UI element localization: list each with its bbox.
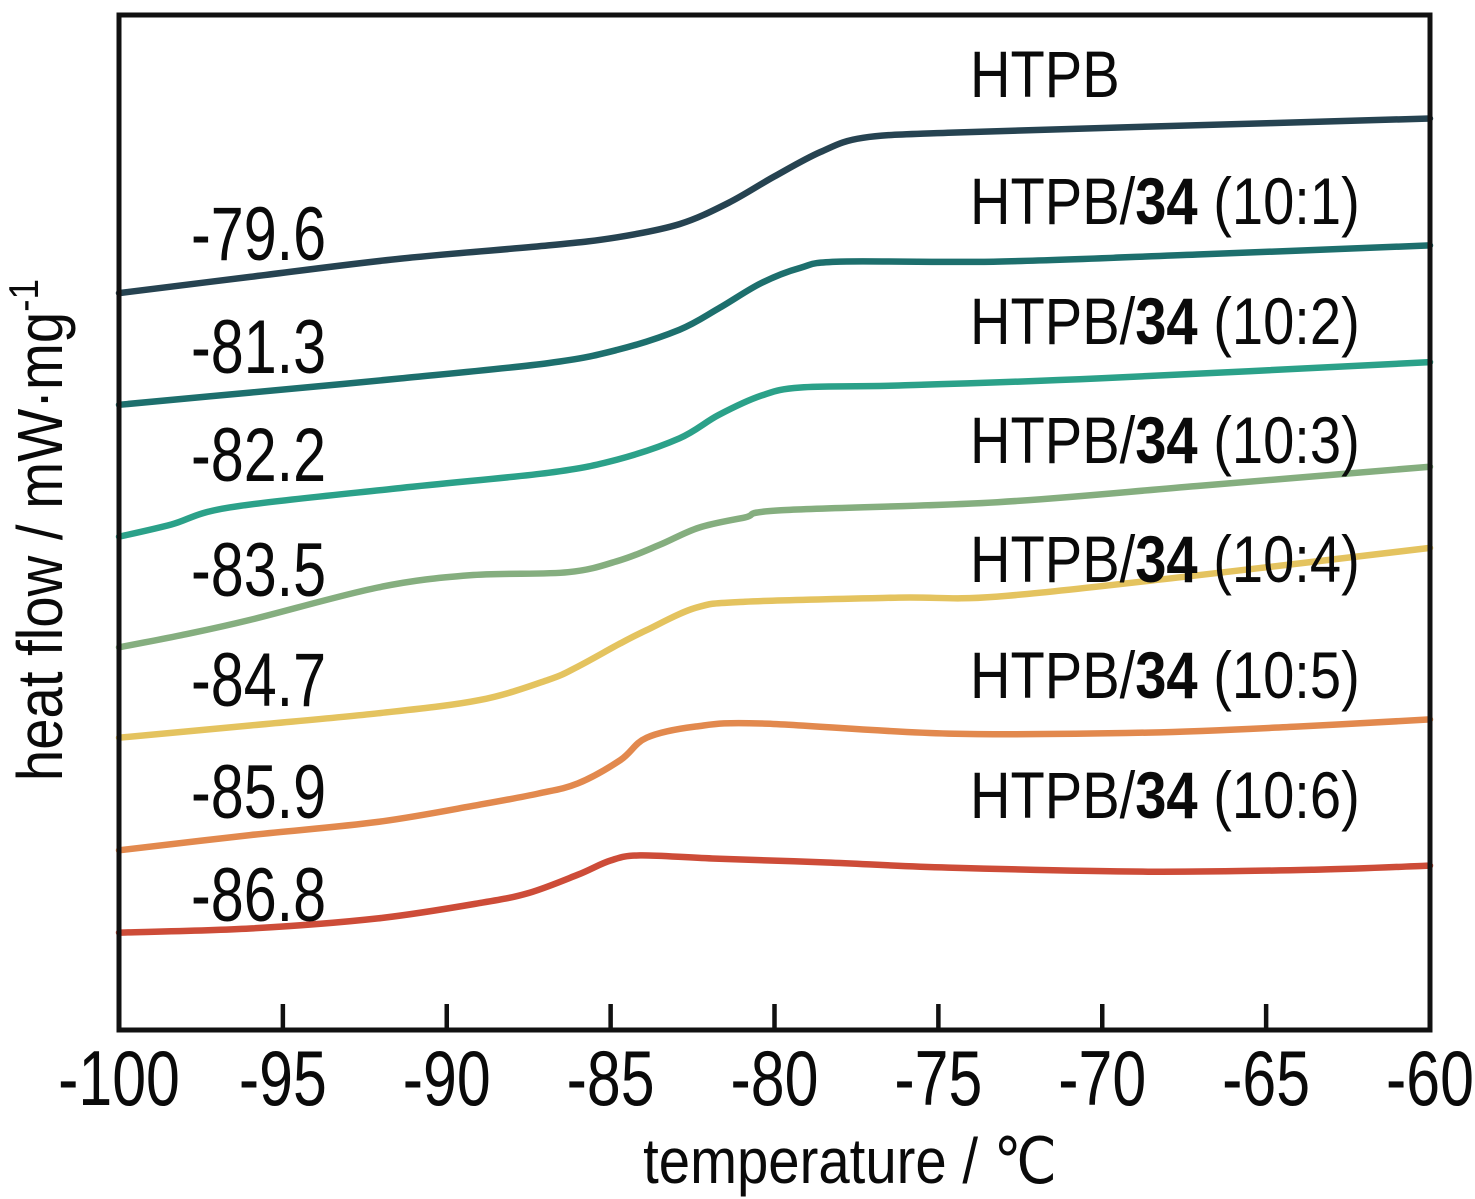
series-label-prefix: HTPB/ (970, 523, 1136, 596)
x-tick-label: -80 (731, 1035, 819, 1122)
tg-annotation: -81.3 (191, 305, 326, 390)
dsc-curve-htpb-34-10-4 (115, 544, 1434, 741)
series-label-prefix: HTPB/ (970, 639, 1136, 712)
series-label-compound-number: 34 (1135, 165, 1197, 238)
x-tick-label: -75 (894, 1035, 982, 1122)
series-label-ratio: (10:6) (1198, 759, 1360, 832)
y-axis-title: heat flow / mW·mg-1 (1, 279, 76, 781)
tg-annotation: -82.2 (191, 413, 326, 498)
dsc-curve-htpb (115, 115, 1434, 297)
series-label-compound-number: 34 (1135, 285, 1197, 358)
x-tick-label: -85 (567, 1035, 655, 1122)
series-label-htpb-34-10-4: HTPB/34 (10:4) (970, 523, 1360, 596)
tg-annotation: -86.8 (191, 853, 326, 938)
series-label-htpb: HTPB (970, 38, 1120, 111)
x-tick-label: -100 (58, 1035, 180, 1122)
series-label-ratio: (10:3) (1198, 404, 1360, 477)
celsius-unit: ℃ (994, 1125, 1057, 1197)
series-label-htpb-34-10-1: HTPB/34 (10:1) (970, 165, 1360, 238)
dsc-curve-htpb-34-10-2 (115, 358, 1434, 540)
x-tick-label: -90 (403, 1035, 491, 1122)
y-axis-title-superscript: -1 (1, 279, 48, 312)
dsc-curve-htpb-34-10-6 (115, 852, 1434, 936)
series-label-ratio: (10:4) (1198, 523, 1360, 596)
series-label-ratio: (10:1) (1198, 165, 1360, 238)
series-label-prefix: HTPB (970, 38, 1120, 111)
tg-annotation: -84.7 (191, 638, 326, 723)
plot-border (116, 12, 1433, 1033)
series-label-compound-number: 34 (1135, 759, 1197, 832)
x-tick-label: -70 (1058, 1035, 1146, 1122)
series-label-prefix: HTPB/ (970, 759, 1136, 832)
x-tick-label: -65 (1222, 1035, 1310, 1122)
x-axis-title: temperature / ℃ (643, 1125, 1057, 1197)
series-label-htpb-34-10-6: HTPB/34 (10:6) (970, 759, 1360, 832)
series-label-prefix: HTPB/ (970, 404, 1136, 477)
series-label-prefix: HTPB/ (970, 285, 1136, 358)
series-label-compound-number: 34 (1135, 523, 1197, 596)
series-label-htpb-34-10-3: HTPB/34 (10:3) (970, 404, 1360, 477)
x-tick-label: -60 (1386, 1035, 1474, 1122)
series-label-compound-number: 34 (1135, 404, 1197, 477)
dsc-curve-htpb-34-10-1 (115, 242, 1434, 409)
tg-annotation: -83.5 (191, 528, 326, 613)
series-label-htpb-34-10-5: HTPB/34 (10:5) (970, 639, 1360, 712)
tg-annotation: -79.6 (191, 192, 326, 277)
series-label-prefix: HTPB/ (970, 165, 1136, 238)
series-label-htpb-34-10-2: HTPB/34 (10:2) (970, 285, 1360, 358)
x-axis-title-text: temperature / (643, 1125, 994, 1197)
y-axis-title-text: heat flow / mW·mg (4, 312, 76, 781)
x-tick-label: -95 (239, 1035, 327, 1122)
dsc-curve-htpb-34-10-5 (115, 716, 1434, 854)
series-label-compound-number: 34 (1135, 639, 1197, 712)
tg-annotation: -85.9 (191, 750, 326, 835)
series-label-ratio: (10:5) (1198, 639, 1360, 712)
dsc-curve-htpb-34-10-3 (115, 463, 1434, 651)
series-label-ratio: (10:2) (1198, 285, 1360, 358)
